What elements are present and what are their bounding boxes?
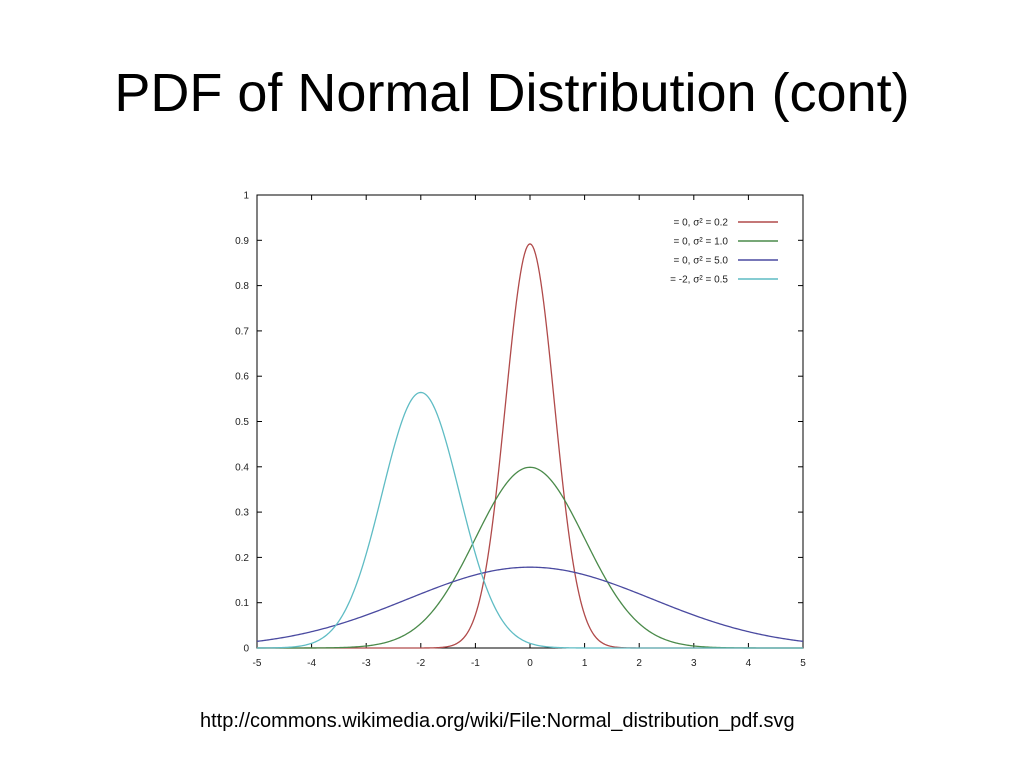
legend-label: = 0, σ² = 5.0 [673,256,728,267]
x-tick-label: -2 [416,658,425,669]
source-link[interactable]: http://commons.wikimedia.org/wiki/File:N… [200,710,795,732]
x-tick-label: -1 [471,658,480,669]
y-tick-label: 0.5 [235,417,249,428]
y-tick-label: 0.3 [235,508,249,519]
x-axis: -5 -4 -3 -2 -1 0 1 2 3 4 5 [253,195,806,669]
x-tick-label: 1 [582,658,588,669]
x-tick-label: -4 [307,658,316,669]
x-tick-label: 2 [636,658,642,669]
y-tick-label: 1 [243,191,249,202]
series-line-0 [257,243,803,649]
y-tick-label: 0.4 [235,462,249,473]
x-tick-label: -3 [362,658,371,669]
legend-label: = 0, σ² = 0.2 [673,218,728,229]
legend: = 0, σ² = 0.2 = 0, σ² = 1.0 = 0, σ² = 5.0 =… [670,218,778,286]
x-tick-label: 3 [691,658,697,669]
x-tick-label: -5 [253,658,262,669]
y-tick-label: 0.6 [235,372,249,383]
series-lines [256,243,804,649]
x-tick-label: 0 [527,658,533,669]
x-tick-label: 4 [746,658,752,669]
y-tick-label: 0.8 [235,281,249,292]
y-tick-label: 0.2 [235,553,249,564]
legend-label: = 0, σ² = 1.0 [673,237,728,248]
x-tick-label: 5 [800,658,806,669]
y-tick-label: 0.9 [235,236,249,247]
slide-title: PDF of Normal Distribution (cont) [114,63,910,123]
y-axis: 0 0.1 0.2 0.3 0.4 0.5 0.6 0.7 0.8 0.9 1 [235,191,803,655]
series-line-2 [256,566,804,643]
legend-label: = -2, σ² = 0.5 [670,275,728,286]
series-line-1 [257,466,803,649]
y-tick-label: 0.1 [235,598,249,609]
series-line-3 [256,391,803,649]
y-tick-label: 0.7 [235,326,249,337]
y-tick-label: 0 [243,644,249,655]
